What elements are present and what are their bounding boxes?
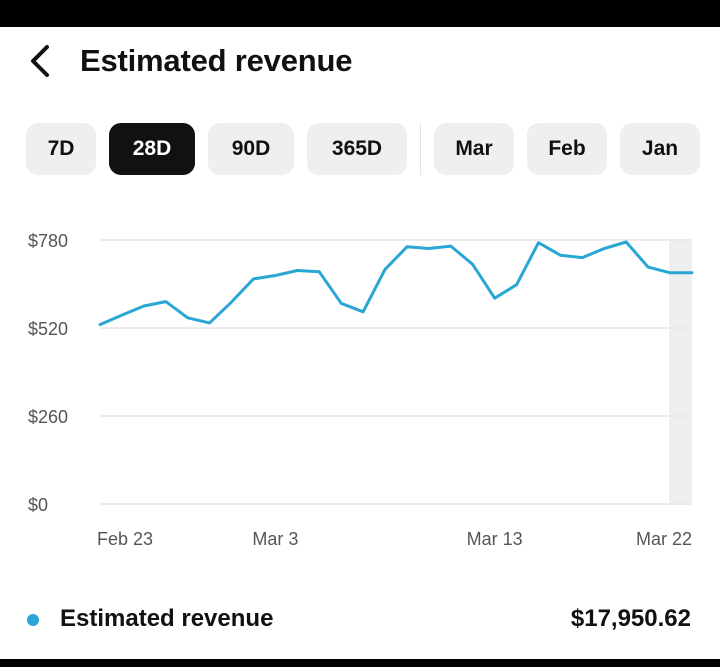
revenue-data-point bbox=[427, 246, 431, 250]
tab-feb[interactable]: Feb bbox=[527, 123, 607, 175]
x-tick-label: Mar 3 bbox=[252, 529, 298, 549]
revenue-data-point bbox=[471, 262, 475, 266]
page-title: Estimated revenue bbox=[80, 43, 353, 78]
tab-28d[interactable]: 28D bbox=[109, 123, 195, 175]
revenue-data-point bbox=[186, 316, 190, 320]
y-tick-label: $0 bbox=[28, 495, 48, 515]
y-tick-label: $780 bbox=[28, 231, 68, 251]
revenue-data-point bbox=[405, 245, 409, 249]
revenue-chart-svg[interactable]: $0 $260 $520 $780 Feb 23 Mar 3 Mar 13 Mar 22 bbox=[0, 222, 720, 562]
x-tick-label: Mar 13 bbox=[467, 529, 523, 549]
legend-dot bbox=[27, 614, 39, 626]
revenue-data-point bbox=[98, 323, 102, 327]
revenue-data-point bbox=[515, 283, 519, 287]
revenue-data-point bbox=[251, 277, 255, 281]
revenue-data-point bbox=[383, 267, 387, 271]
revenue-data-point bbox=[273, 274, 277, 278]
legend-total: $17,950.62 bbox=[570, 605, 691, 632]
revenue-data-point bbox=[120, 313, 124, 317]
revenue-data-point bbox=[295, 268, 299, 272]
revenue-data-point bbox=[602, 246, 606, 250]
revenue-data-point bbox=[164, 300, 168, 304]
tab-jan[interactable]: Jan bbox=[620, 123, 700, 175]
revenue-data-point bbox=[142, 304, 146, 308]
revenue-data-point bbox=[317, 270, 321, 274]
tab-365d[interactable]: 365D bbox=[307, 123, 407, 175]
tab-mar[interactable]: Mar bbox=[434, 123, 514, 175]
y-tick-label: $260 bbox=[28, 407, 68, 427]
screen: Estimated revenue 7D 28D 90D 365D Mar Fe… bbox=[0, 27, 720, 659]
date-range-tabs: 7D 28D 90D 365D Mar Feb Jan bbox=[26, 123, 713, 175]
revenue-data-point bbox=[230, 300, 234, 304]
revenue-data-point bbox=[493, 296, 497, 300]
revenue-data-point bbox=[580, 256, 584, 260]
chevron-left-icon bbox=[31, 45, 49, 77]
revenue-data-point bbox=[624, 240, 628, 244]
revenue-data-point bbox=[690, 271, 694, 275]
legend-label: Estimated revenue bbox=[60, 605, 274, 632]
revenue-series-line bbox=[98, 240, 694, 327]
tab-divider bbox=[420, 123, 421, 175]
revenue-data-point bbox=[339, 301, 343, 305]
legend: Estimated revenue $17,950.62 bbox=[0, 595, 720, 645]
selected-day-highlight bbox=[669, 240, 692, 504]
header: Estimated revenue bbox=[0, 27, 720, 97]
x-tick-label: Mar 22 bbox=[636, 529, 692, 549]
x-tick-label: Feb 23 bbox=[97, 529, 153, 549]
tab-7d[interactable]: 7D bbox=[26, 123, 96, 175]
revenue-chart: $0 $260 $520 $780 Feb 23 Mar 3 Mar 13 Mar 22 bbox=[0, 222, 720, 562]
revenue-data-point bbox=[646, 265, 650, 269]
revenue-data-point bbox=[449, 244, 453, 248]
revenue-data-point bbox=[208, 321, 212, 325]
revenue-data-point bbox=[668, 271, 672, 275]
y-tick-label: $520 bbox=[28, 319, 68, 339]
tab-90d[interactable]: 90D bbox=[208, 123, 294, 175]
revenue-data-point bbox=[537, 241, 541, 245]
revenue-data-point bbox=[361, 310, 365, 314]
back-button[interactable] bbox=[20, 41, 60, 81]
revenue-data-point bbox=[558, 253, 562, 257]
